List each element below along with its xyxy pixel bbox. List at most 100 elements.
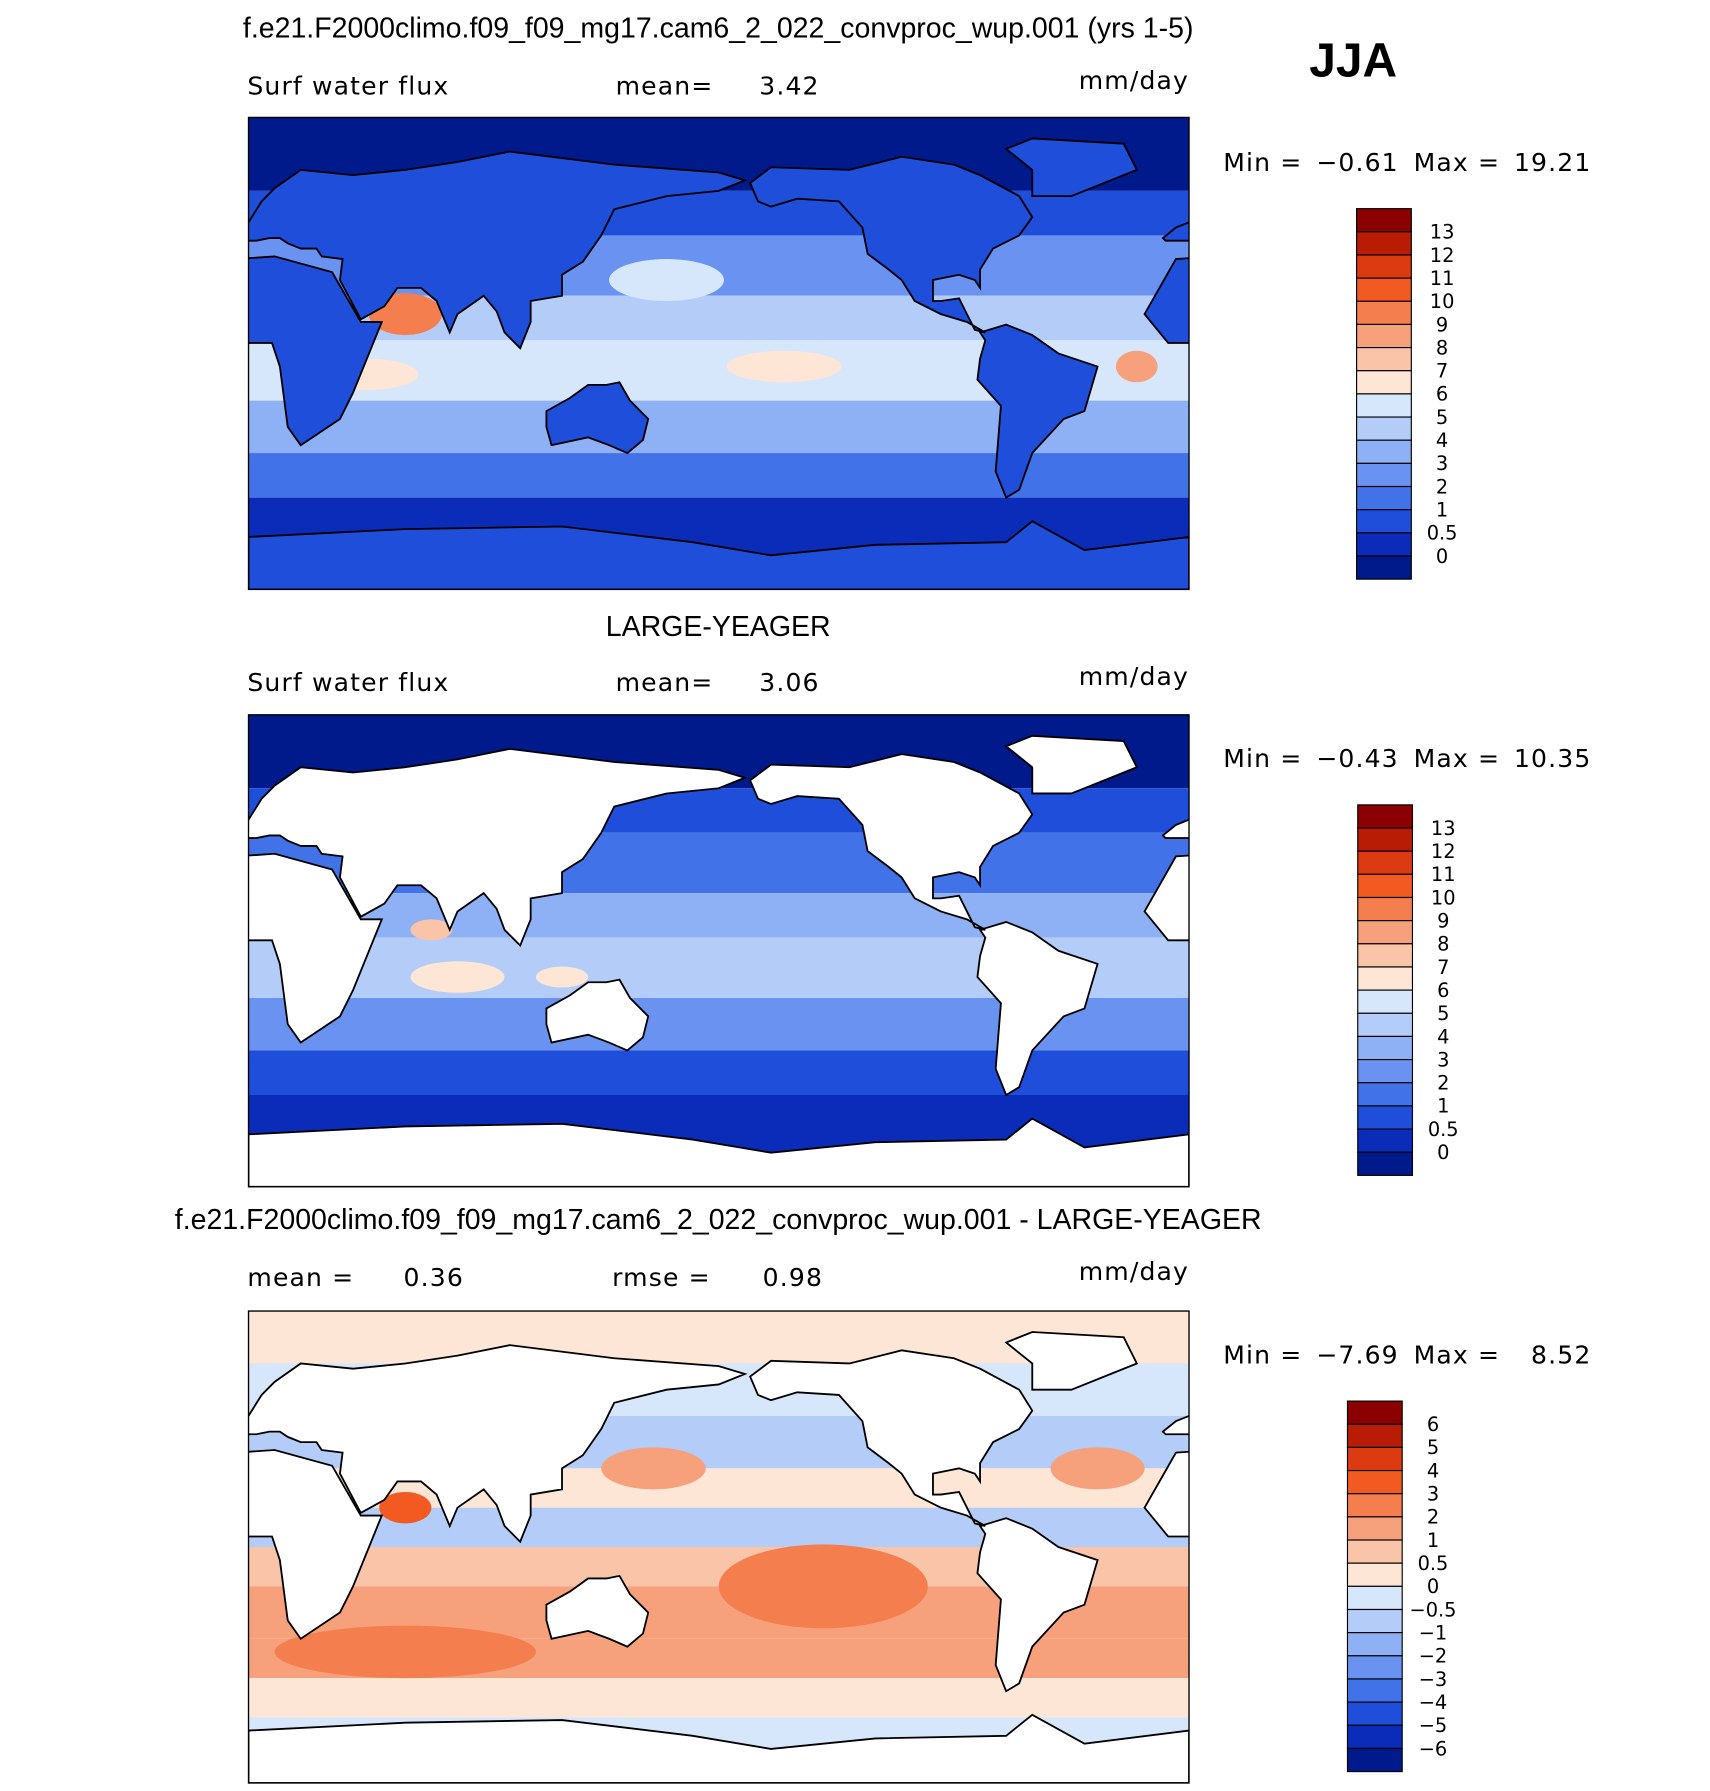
colorbar-label: −3 — [1419, 1668, 1448, 1691]
colorbar-label: 12 — [1430, 244, 1455, 267]
colorbar-box — [1356, 370, 1412, 395]
colorbar-box — [1346, 1516, 1403, 1541]
field-blob — [609, 259, 724, 301]
map-frame — [247, 714, 1190, 1188]
colorbar-box — [1346, 1585, 1403, 1611]
min-value: −0.61 — [1316, 148, 1399, 177]
colorbar-label: 13 — [1431, 817, 1456, 840]
min-value: −7.69 — [1316, 1340, 1399, 1369]
colorbar-box — [1356, 323, 1412, 349]
colorbar-box — [1357, 920, 1414, 945]
colorbar-box — [1356, 231, 1412, 256]
colorbar-label: 6 — [1427, 1413, 1439, 1436]
colorbar-label: 1 — [1437, 1095, 1449, 1118]
colorbar-box — [1356, 485, 1412, 511]
colorbar-label: 4 — [1437, 1025, 1449, 1048]
colorbar-label: 6 — [1436, 383, 1448, 406]
colorbar-label: 5 — [1437, 1002, 1449, 1025]
colorbar-box — [1346, 1400, 1403, 1425]
colorbar-box — [1346, 1423, 1403, 1448]
variable-label: Surf water flux — [247, 668, 449, 697]
field-blob — [410, 961, 505, 993]
colorbar-box — [1357, 1035, 1414, 1061]
panel-title: f.e21.F2000climo.f09_f09_mg17.cam6_2_022… — [175, 1204, 1262, 1236]
colorbar-label: 13 — [1430, 221, 1455, 244]
main-title: f.e21.F2000climo.f09_f09_mg17.cam6_2_022… — [243, 13, 1194, 45]
colorbar-label: 12 — [1431, 840, 1456, 863]
panel-title: LARGE-YEAGER — [606, 611, 831, 643]
colorbar-box — [1356, 462, 1412, 488]
colorbar-label: −0.5 — [1409, 1598, 1456, 1621]
colorbar-label: 10 — [1430, 290, 1455, 313]
colorbar-box — [1346, 1608, 1403, 1634]
colorbar-box — [1346, 1469, 1403, 1495]
field-blob — [274, 1625, 536, 1679]
rmse-value: 0.98 — [763, 1263, 823, 1292]
rmse-label: rmse = — [612, 1263, 711, 1292]
colorbar-box — [1346, 1678, 1403, 1703]
colorbar-label: −4 — [1419, 1691, 1448, 1714]
colorbar-box — [1357, 896, 1414, 922]
colorbar-box — [1357, 873, 1414, 899]
field-blob — [726, 350, 842, 383]
colorbar-label: −2 — [1419, 1645, 1448, 1668]
colorbar-box — [1356, 555, 1412, 580]
colorbar-box — [1356, 347, 1412, 372]
colorbar-box — [1357, 943, 1414, 968]
colorbar-label: 0 — [1437, 1141, 1449, 1164]
colorbar-box — [1357, 966, 1414, 991]
map-frame — [247, 116, 1190, 591]
mean-label: mean = — [247, 1263, 354, 1292]
map — [248, 117, 1190, 590]
field-band — [248, 1678, 1190, 1718]
min-label: Min = — [1223, 744, 1302, 773]
colorbar-label: 7 — [1437, 956, 1449, 979]
colorbar-box — [1356, 509, 1412, 534]
min-label: Min = — [1223, 1340, 1302, 1369]
colorbar-box — [1356, 300, 1412, 326]
colorbar-box — [1356, 393, 1412, 418]
colorbar-box — [1356, 416, 1412, 441]
field-blob — [1115, 350, 1158, 383]
colorbar-label: 8 — [1437, 933, 1449, 956]
colorbar-label: 2 — [1427, 1506, 1439, 1529]
colorbar-box — [1356, 277, 1412, 302]
colorbar-box — [1357, 1059, 1414, 1084]
min-value: −0.43 — [1316, 744, 1399, 773]
colorbar-label: 0.5 — [1427, 522, 1458, 545]
colorbar-label: 8 — [1436, 336, 1448, 359]
colorbar-label: 5 — [1436, 406, 1448, 429]
colorbar-box — [1356, 532, 1412, 557]
mean-value: 3.42 — [759, 72, 819, 101]
colorbar-label: −5 — [1419, 1714, 1448, 1737]
colorbar-box — [1356, 439, 1412, 464]
map — [248, 1311, 1190, 1783]
units-label: mm/day — [1079, 662, 1189, 691]
colorbar-box — [1356, 254, 1412, 279]
field-blob — [1050, 1447, 1145, 1490]
colorbar-box — [1356, 208, 1412, 233]
map — [248, 714, 1190, 1187]
colorbar-label: 11 — [1430, 267, 1455, 290]
colorbar-box — [1357, 1151, 1414, 1176]
colorbar-label: 6 — [1437, 979, 1449, 1002]
mean-label: mean= — [616, 72, 714, 101]
min-label: Min = — [1223, 148, 1302, 177]
colorbar-label: 2 — [1437, 1072, 1449, 1095]
field-blob — [535, 966, 589, 988]
variable-label: Surf water flux — [247, 72, 449, 101]
map-frame — [247, 1310, 1190, 1784]
colorbar-label: 9 — [1436, 313, 1448, 336]
field-blob — [379, 1491, 432, 1524]
colorbar-box — [1357, 1012, 1414, 1038]
colorbar-label: 0 — [1436, 545, 1448, 568]
mean-value: 0.36 — [404, 1263, 464, 1292]
land — [248, 734, 1190, 1187]
colorbar-box — [1346, 1493, 1403, 1518]
field-blob — [410, 919, 453, 941]
colorbar-box — [1346, 1632, 1403, 1657]
max-value: 19.21 — [1514, 148, 1591, 177]
colorbar-box — [1357, 1082, 1414, 1107]
